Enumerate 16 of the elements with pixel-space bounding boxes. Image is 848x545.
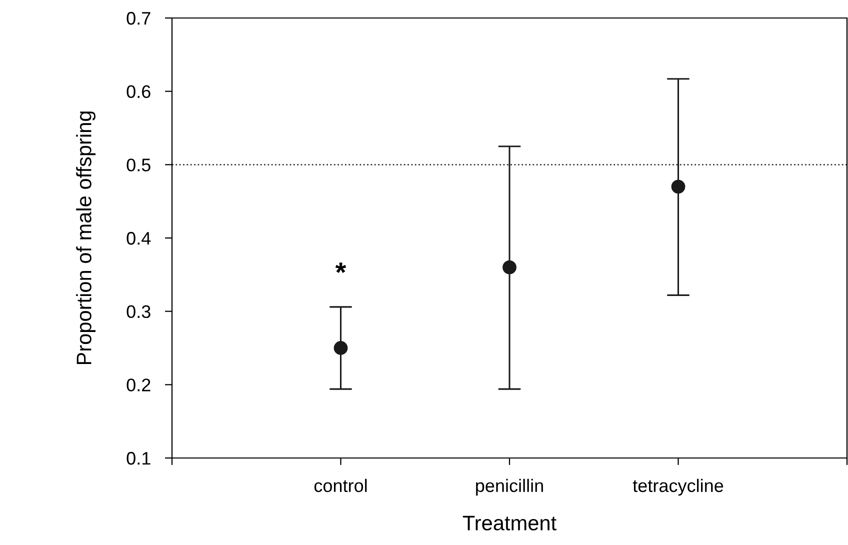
- point: [671, 180, 686, 194]
- x-tick-label: penicillin: [476, 478, 543, 496]
- y-tick-label: 0.6: [126, 85, 150, 98]
- y-tick-label: 0.4: [126, 232, 151, 245]
- y-tick-label: 0.5: [126, 158, 150, 172]
- y-tick-label: 0.1: [126, 452, 150, 465]
- point: [502, 260, 516, 274]
- x-tick-label: tetracycline: [632, 478, 724, 496]
- annotation: *: [335, 262, 346, 273]
- y-axis-title: Proportion of male offspring: [76, 112, 96, 364]
- x-tick-label: control: [314, 478, 367, 492]
- x-axis-title: Treatment: [462, 516, 556, 530]
- y-tick-label: 0.3: [126, 305, 150, 318]
- y-tick-label: 0.7: [126, 12, 150, 25]
- y-tick-label: 0.2: [126, 378, 150, 392]
- point: [334, 341, 348, 355]
